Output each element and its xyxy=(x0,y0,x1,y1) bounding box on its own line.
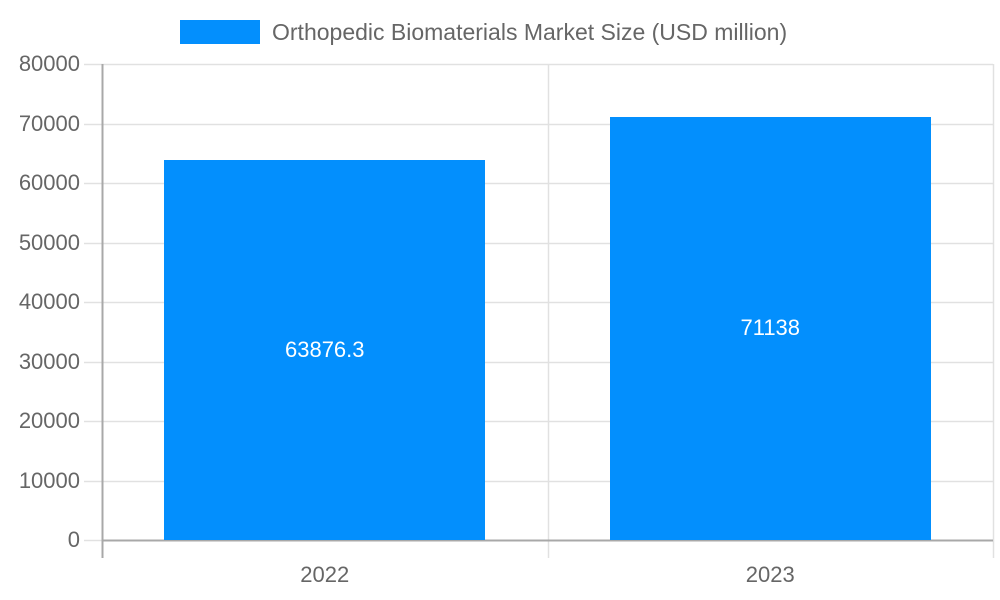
y-tick-label: 0 xyxy=(67,527,80,552)
x-tick-label: 2023 xyxy=(745,562,795,587)
y-tick-label: 80000 xyxy=(18,51,80,76)
legend-swatch xyxy=(180,20,260,44)
y-tick-label: 30000 xyxy=(18,348,80,374)
y-tick-label: 20000 xyxy=(18,408,80,433)
bar-value-label: 71138 xyxy=(740,315,801,341)
y-tick-label: 40000 xyxy=(18,289,80,314)
bar-2022[interactable] xyxy=(164,159,486,540)
bar-2023[interactable] xyxy=(609,116,931,540)
y-tick-label: 60000 xyxy=(18,170,80,195)
y-tick-label: 50000 xyxy=(18,229,80,255)
legend[interactable]: Orthopedic Biomaterials Market Size (USD… xyxy=(180,18,787,46)
axes xyxy=(101,64,993,558)
bar-value-label: 63876.3 xyxy=(284,336,365,362)
y-tick-label: 10000 xyxy=(18,467,80,493)
legend-label: Orthopedic Biomaterials Market Size (USD… xyxy=(272,18,788,45)
x-tick-label: 2022 xyxy=(300,562,350,587)
y-tick-label: 70000 xyxy=(18,110,80,136)
